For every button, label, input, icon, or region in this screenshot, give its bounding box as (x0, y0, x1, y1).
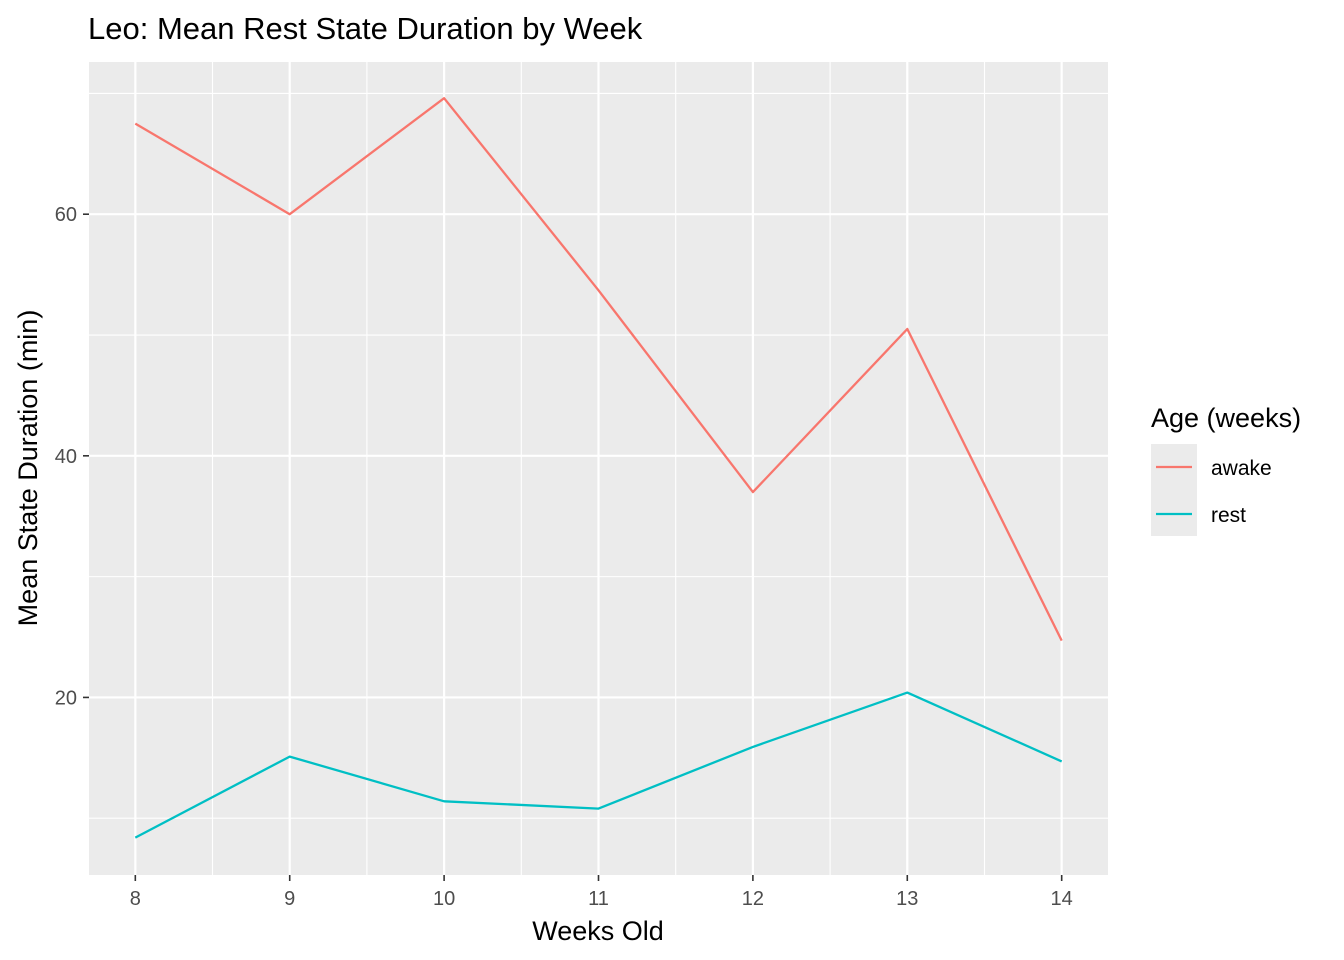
legend-label-awake: awake (1211, 457, 1272, 480)
y-tick-label: 60 (55, 204, 77, 226)
y-tick-label: 20 (55, 687, 77, 709)
x-tick-label: 14 (1051, 888, 1073, 910)
y-tick-label: 40 (55, 446, 77, 468)
y-axis-title: Mean State Duration (min) (13, 310, 43, 627)
legend-title: Age (weeks) (1151, 403, 1301, 433)
y-axis: 20 40 60 (55, 204, 89, 709)
x-tick-label: 11 (588, 888, 609, 910)
x-tick-label: 13 (896, 888, 918, 910)
x-tick-label: 10 (433, 888, 455, 910)
x-axis-title: Weeks Old (532, 916, 664, 946)
x-tick-label: 8 (130, 888, 141, 910)
legend: Age (weeks) awake rest (1151, 403, 1301, 536)
x-tick-label: 12 (742, 888, 764, 910)
x-tick-label: 9 (284, 888, 295, 910)
x-axis: 8 9 10 11 12 13 14 (130, 875, 1073, 910)
chart-title: Leo: Mean Rest State Duration by Week (88, 11, 643, 46)
legend-label-rest: rest (1211, 504, 1246, 527)
legend-key-background (1151, 444, 1197, 536)
